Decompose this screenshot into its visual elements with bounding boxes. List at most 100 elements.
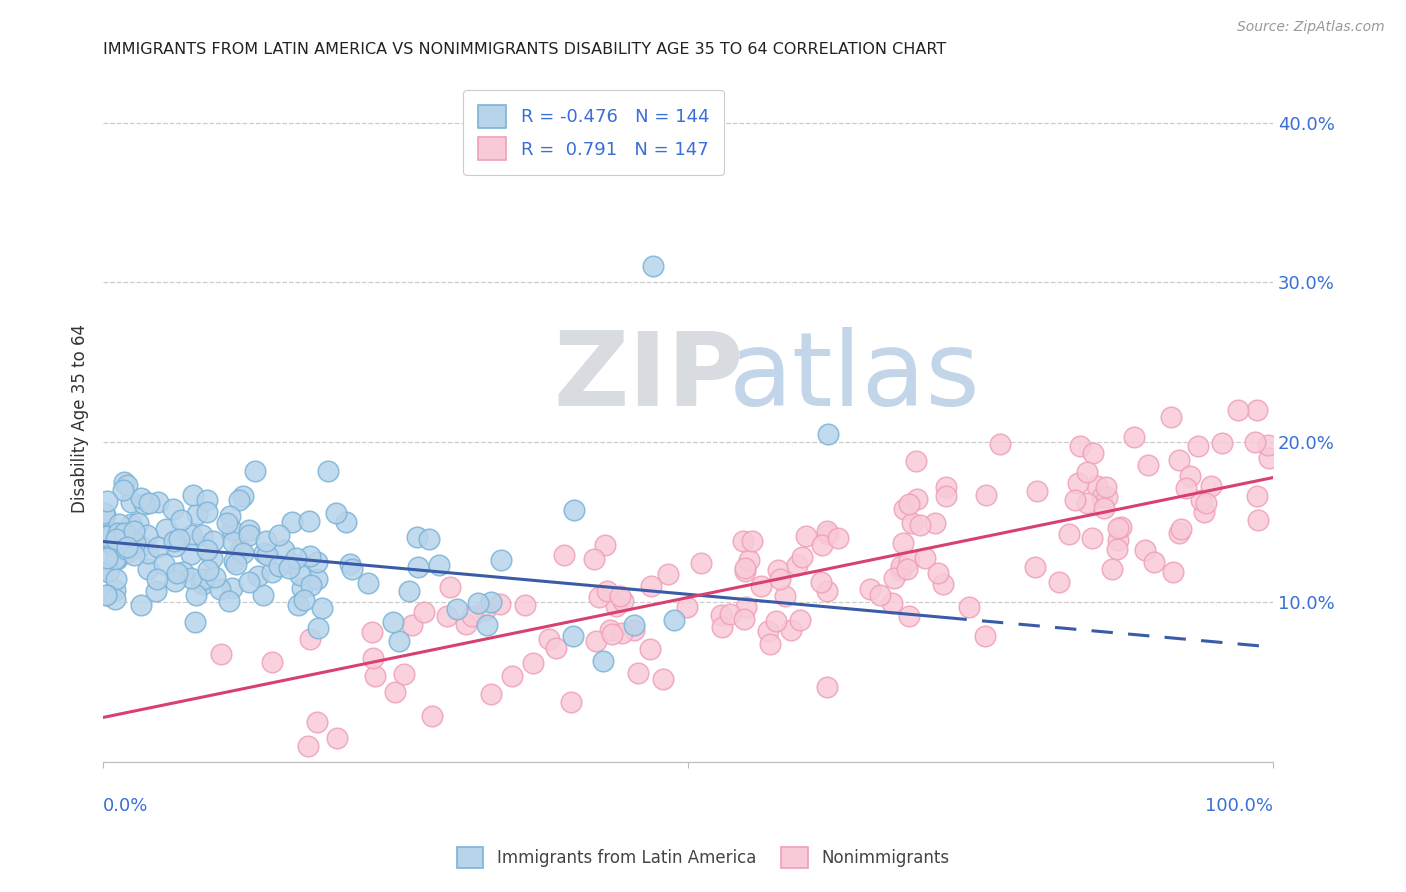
Point — [794, 529, 817, 543]
Point — [562, 503, 585, 517]
Point — [112, 526, 135, 541]
Point — [129, 491, 152, 505]
Point — [593, 538, 616, 552]
Point — [1081, 531, 1104, 545]
Point — [1109, 520, 1132, 534]
Point — [896, 562, 918, 576]
Point — [93, 506, 115, 520]
Point — [256, 533, 278, 548]
Point — [246, 569, 269, 583]
Point — [124, 524, 146, 539]
Point — [731, 534, 754, 549]
Point — [1066, 476, 1088, 491]
Point — [1170, 522, 1192, 536]
Point — [388, 634, 411, 648]
Point — [1168, 526, 1191, 541]
Point — [474, 603, 496, 617]
Point — [827, 531, 849, 545]
Point — [869, 588, 891, 602]
Point — [1192, 505, 1215, 519]
Point — [305, 555, 328, 569]
Point — [501, 668, 523, 682]
Point — [108, 517, 131, 532]
Point — [361, 650, 384, 665]
Point — [260, 655, 283, 669]
Point — [238, 523, 260, 537]
Point — [1174, 481, 1197, 495]
Point — [209, 647, 232, 661]
Point — [734, 564, 756, 578]
Point — [93, 523, 115, 537]
Point — [897, 609, 920, 624]
Point — [1107, 541, 1129, 556]
Point — [104, 532, 127, 546]
Point — [935, 489, 957, 503]
Point — [104, 552, 127, 566]
Point — [307, 572, 329, 586]
Point — [238, 528, 260, 542]
Point — [145, 584, 167, 599]
Point — [454, 617, 477, 632]
Point — [1199, 479, 1222, 493]
Point — [817, 427, 839, 442]
Point — [413, 605, 436, 619]
Point — [599, 623, 621, 637]
Point — [169, 532, 191, 546]
Point — [905, 454, 928, 468]
Point — [163, 534, 186, 549]
Point — [180, 528, 202, 542]
Text: 100.0%: 100.0% — [1205, 797, 1272, 814]
Point — [103, 524, 125, 539]
Point — [243, 464, 266, 478]
Point — [1246, 403, 1268, 417]
Point — [789, 613, 811, 627]
Point — [384, 684, 406, 698]
Point — [609, 589, 631, 603]
Point — [326, 731, 349, 746]
Point — [479, 687, 502, 701]
Point — [1247, 513, 1270, 527]
Point — [935, 480, 957, 494]
Point — [475, 617, 498, 632]
Point — [1133, 543, 1156, 558]
Point — [195, 505, 218, 519]
Point — [115, 540, 138, 554]
Point — [810, 575, 832, 590]
Point — [664, 613, 686, 627]
Point — [221, 582, 243, 596]
Point — [225, 557, 247, 571]
Point — [641, 260, 664, 274]
Point — [882, 596, 904, 610]
Point — [120, 516, 142, 531]
Point — [316, 464, 339, 478]
Point — [1095, 480, 1118, 494]
Point — [1211, 436, 1233, 450]
Point — [1063, 492, 1085, 507]
Point — [914, 551, 936, 566]
Point — [104, 592, 127, 607]
Point — [186, 588, 208, 602]
Point — [1160, 409, 1182, 424]
Point — [298, 549, 321, 563]
Point — [287, 598, 309, 612]
Text: atlas: atlas — [730, 326, 981, 427]
Point — [897, 497, 920, 511]
Point — [260, 566, 283, 580]
Point — [600, 627, 623, 641]
Point — [924, 516, 946, 530]
Point — [1136, 458, 1159, 473]
Point — [1107, 521, 1129, 535]
Point — [901, 516, 924, 530]
Point — [537, 632, 560, 646]
Point — [201, 550, 224, 565]
Point — [562, 629, 585, 643]
Point — [232, 489, 254, 503]
Point — [180, 571, 202, 585]
Point — [891, 535, 914, 549]
Point — [883, 571, 905, 585]
Point — [905, 491, 928, 506]
Point — [657, 566, 679, 581]
Point — [339, 557, 361, 571]
Point — [115, 477, 138, 491]
Point — [280, 556, 302, 570]
